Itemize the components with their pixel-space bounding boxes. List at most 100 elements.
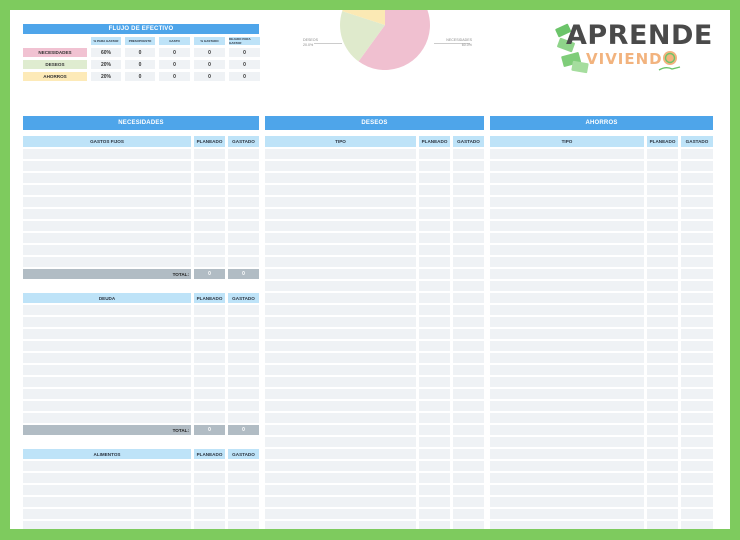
table-cell-planeado[interactable]: [647, 341, 678, 351]
table-cell-description[interactable]: [265, 485, 416, 495]
table-cell-gastado[interactable]: [453, 449, 484, 459]
table-cell-gastado[interactable]: [681, 461, 713, 471]
table-cell-planeado[interactable]: [647, 197, 678, 207]
table-cell-description[interactable]: [490, 233, 644, 243]
table-cell-gastado[interactable]: [453, 413, 484, 423]
table-cell-planeado[interactable]: [647, 281, 678, 291]
table-cell-description[interactable]: [490, 281, 644, 291]
table-cell-planeado[interactable]: [419, 305, 450, 315]
table-cell-planeado[interactable]: [419, 521, 450, 529]
table-cell-description[interactable]: [490, 293, 644, 303]
table-cell-gastado[interactable]: [453, 485, 484, 495]
table-cell-gastado[interactable]: [453, 209, 484, 219]
table-cell-gastado[interactable]: [453, 437, 484, 447]
table-cell-description[interactable]: [265, 401, 416, 411]
table-cell-gastado[interactable]: [228, 461, 259, 471]
table-cell-planeado[interactable]: [194, 497, 225, 507]
table-cell-planeado[interactable]: [419, 269, 450, 279]
table-cell-description[interactable]: [23, 317, 191, 327]
table-cell-planeado[interactable]: [419, 449, 450, 459]
table-cell-planeado[interactable]: [419, 413, 450, 423]
table-cell-planeado[interactable]: [194, 305, 225, 315]
table-cell-description[interactable]: [265, 437, 416, 447]
table-cell-gastado[interactable]: [453, 329, 484, 339]
table-cell-planeado[interactable]: [194, 389, 225, 399]
table-cell-planeado[interactable]: [647, 521, 678, 529]
table-cell-gastado[interactable]: [681, 473, 713, 483]
table-cell-description[interactable]: [490, 149, 644, 159]
table-cell-planeado[interactable]: [647, 305, 678, 315]
table-cell-planeado[interactable]: [194, 317, 225, 327]
table-cell-planeado[interactable]: [194, 257, 225, 267]
table-cell-gastado[interactable]: [681, 185, 713, 195]
table-cell-description[interactable]: [23, 305, 191, 315]
table-cell-planeado[interactable]: [647, 317, 678, 327]
table-cell-planeado[interactable]: [194, 233, 225, 243]
table-cell-gastado[interactable]: [453, 305, 484, 315]
table-cell-planeado[interactable]: [647, 293, 678, 303]
table-cell-gastado[interactable]: [681, 149, 713, 159]
table-cell-gastado[interactable]: [681, 497, 713, 507]
table-cell-description[interactable]: [265, 341, 416, 351]
table-cell-gastado[interactable]: [228, 245, 259, 255]
table-cell-description[interactable]: [23, 377, 191, 387]
flujo-value[interactable]: 0: [125, 48, 155, 57]
table-cell-description[interactable]: [23, 161, 191, 171]
table-cell-gastado[interactable]: [681, 233, 713, 243]
table-cell-gastado[interactable]: [228, 221, 259, 231]
table-cell-description[interactable]: [490, 317, 644, 327]
table-cell-planeado[interactable]: [194, 413, 225, 423]
table-cell-description[interactable]: [265, 509, 416, 519]
table-cell-description[interactable]: [265, 389, 416, 399]
table-cell-description[interactable]: [23, 173, 191, 183]
table-cell-gastado[interactable]: [453, 269, 484, 279]
table-cell-description[interactable]: [265, 425, 416, 435]
table-cell-gastado[interactable]: [228, 161, 259, 171]
table-cell-description[interactable]: [265, 365, 416, 375]
table-cell-description[interactable]: [23, 185, 191, 195]
table-cell-description[interactable]: [23, 365, 191, 375]
table-cell-planeado[interactable]: [647, 161, 678, 171]
table-cell-planeado[interactable]: [647, 461, 678, 471]
table-cell-gastado[interactable]: [681, 401, 713, 411]
table-cell-description[interactable]: [490, 197, 644, 207]
table-cell-planeado[interactable]: [419, 185, 450, 195]
table-cell-gastado[interactable]: [453, 221, 484, 231]
table-cell-planeado[interactable]: [647, 413, 678, 423]
table-cell-gastado[interactable]: [453, 293, 484, 303]
table-cell-description[interactable]: [265, 521, 416, 529]
table-cell-description[interactable]: [265, 281, 416, 291]
table-cell-gastado[interactable]: [228, 149, 259, 159]
table-cell-gastado[interactable]: [453, 161, 484, 171]
table-cell-description[interactable]: [23, 485, 191, 495]
table-cell-description[interactable]: [265, 173, 416, 183]
table-cell-planeado[interactable]: [647, 185, 678, 195]
table-cell-gastado[interactable]: [681, 161, 713, 171]
table-cell-planeado[interactable]: [647, 449, 678, 459]
table-cell-planeado[interactable]: [194, 521, 225, 529]
table-cell-description[interactable]: [265, 161, 416, 171]
table-cell-gastado[interactable]: [228, 233, 259, 243]
table-cell-description[interactable]: [23, 497, 191, 507]
table-cell-description[interactable]: [490, 305, 644, 315]
table-cell-gastado[interactable]: [681, 365, 713, 375]
table-cell-description[interactable]: [265, 269, 416, 279]
table-cell-planeado[interactable]: [194, 221, 225, 231]
table-cell-gastado[interactable]: [681, 329, 713, 339]
table-cell-gastado[interactable]: [681, 281, 713, 291]
table-cell-gastado[interactable]: [681, 209, 713, 219]
flujo-value[interactable]: 0: [159, 72, 190, 81]
table-cell-planeado[interactable]: [419, 509, 450, 519]
table-cell-gastado[interactable]: [453, 401, 484, 411]
flujo-value[interactable]: 0: [229, 48, 260, 57]
table-cell-description[interactable]: [490, 365, 644, 375]
table-cell-description[interactable]: [23, 389, 191, 399]
table-cell-gastado[interactable]: [228, 509, 259, 519]
table-cell-gastado[interactable]: [228, 365, 259, 375]
table-cell-planeado[interactable]: [419, 161, 450, 171]
table-cell-planeado[interactable]: [647, 269, 678, 279]
table-cell-planeado[interactable]: [194, 461, 225, 471]
table-cell-gastado[interactable]: [453, 317, 484, 327]
table-cell-gastado[interactable]: [228, 341, 259, 351]
table-cell-description[interactable]: [490, 185, 644, 195]
